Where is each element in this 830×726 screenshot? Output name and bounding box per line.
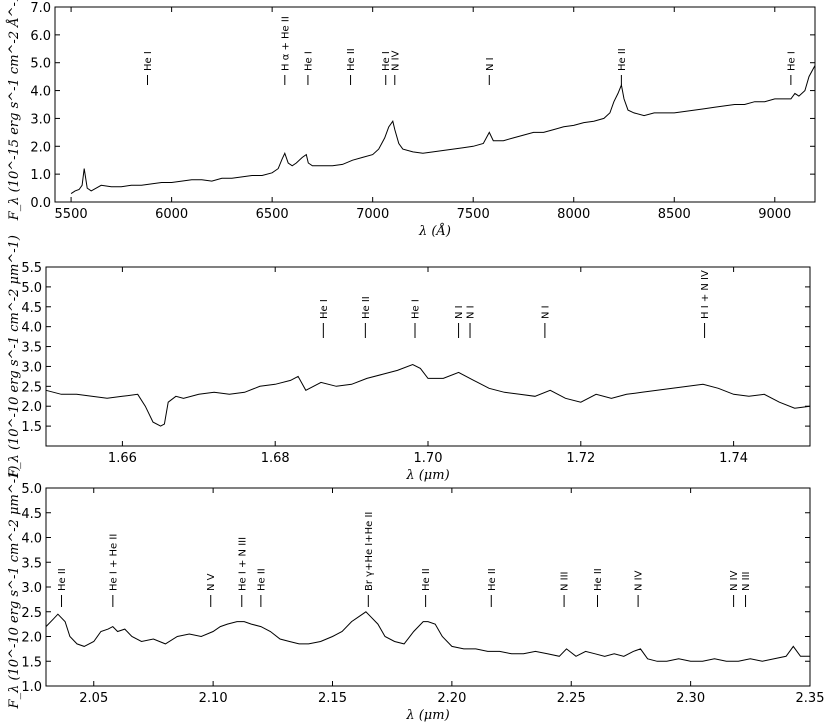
y-axis-label: F_λ (10^-10 erg s^-1 cm^-2 μm^-1) [7, 235, 22, 479]
line-id-label: He I [381, 51, 392, 71]
line-id-label: N IV [634, 570, 645, 591]
y-tick-label: 3.5 [21, 341, 42, 356]
y-tick-label: 5.0 [30, 57, 51, 72]
x-tick-label: 2.15 [318, 691, 347, 706]
line-id-label: He II [346, 48, 357, 71]
line-id-label: He I [319, 299, 330, 319]
line-id-label: Br γ+He I+He II [364, 512, 375, 591]
x-tick-label: 7500 [457, 207, 490, 222]
line-id-label: He II [256, 568, 267, 591]
y-tick-label: 4.0 [21, 321, 42, 336]
chart-panel-1: 5500 6000 6500 7000 7500 8000 8500 9000 0.0 1.0 2.… [6, 0, 816, 239]
y-tick-label: 1.0 [30, 168, 51, 183]
y-axis-label: F_λ (10^-15 erg s^-1 cm^-2 Å^-1) [6, 0, 22, 221]
y-tick-label: 2.5 [21, 380, 42, 395]
y-tick-label: 5.0 [21, 482, 42, 497]
line-id-label: N I [540, 305, 551, 319]
chart-panel-3: 2.05 2.10 2.15 2.20 2.25 2.30 2.35 1.0 1.5 2.0 2.5… [7, 466, 824, 723]
x-tick-label: 7000 [356, 207, 389, 222]
y-tick-label: 1.5 [21, 420, 42, 435]
line-id-label: He II [57, 568, 68, 591]
line-id-label: He II [593, 568, 604, 591]
y-tick-label: 3.0 [21, 581, 42, 596]
chart-panel-2: 1.66 1.68 1.70 1.72 1.74 1.5 2.0 2.5 3.0 3.5 4.0 4.… [7, 235, 811, 483]
y-tick-label: 4.0 [30, 85, 51, 100]
line-id-label: N IV [729, 570, 740, 591]
line-id-label: N I [466, 305, 477, 319]
x-tick-label: 1.74 [719, 451, 748, 466]
spectrum-line [45, 363, 811, 427]
x-axis-label: λ (Å) [418, 223, 451, 239]
x-tick-label: 1.66 [108, 451, 137, 466]
line-id-label: N III [560, 571, 571, 591]
y-axis-label: F_λ (10^-10 erg s^-1 cm^-2 μm^-1) [7, 466, 22, 710]
line-id-label: He II [617, 48, 628, 71]
x-tick-label: 2.20 [437, 691, 466, 706]
y-tick-label: 3.5 [21, 556, 42, 571]
y-tick-label: 2.0 [21, 631, 42, 646]
x-axis-label: λ (μm) [405, 468, 449, 483]
line-id-label: He II [421, 568, 432, 591]
y-tick-label: 1.0 [21, 680, 42, 695]
line-id-label: He I [303, 51, 314, 71]
line-id-label: He I [411, 299, 422, 319]
x-tick-label: 2.05 [79, 691, 108, 706]
spectrum-line [45, 611, 810, 662]
y-tick-label: 2.0 [30, 140, 51, 155]
line-id-label: N III [741, 571, 752, 591]
x-tick-label: 5500 [55, 207, 88, 222]
x-tick-label: 8500 [658, 207, 691, 222]
line-id-label: N IV [390, 50, 401, 71]
line-id-label: He II [487, 568, 498, 591]
y-tick-label: 4.0 [21, 532, 42, 547]
y-tick-label: 3.0 [21, 360, 42, 375]
line-id-label: N V [206, 573, 217, 591]
line-id-label: N I [454, 305, 465, 319]
plot-frame [54, 6, 816, 203]
line-id-label: H α + He II [280, 16, 291, 71]
line-id-label: He I [786, 51, 797, 71]
spectrum-line [70, 65, 816, 195]
y-tick-label: 1.5 [21, 655, 42, 670]
line-id-label: He I + He II [108, 534, 119, 591]
x-tick-label: 9000 [758, 207, 791, 222]
x-tick-label: 2.30 [676, 691, 705, 706]
x-tick-label: 8000 [557, 207, 590, 222]
y-tick-label: 2.5 [21, 606, 42, 621]
x-axis-label: λ (μm) [405, 708, 449, 723]
line-id-label: He I + N III [237, 537, 248, 591]
x-tick-label: 2.10 [199, 691, 228, 706]
x-tick-label: 1.70 [414, 451, 443, 466]
y-tick-label: 2.0 [21, 400, 42, 415]
y-tick-label: 3.0 [30, 112, 51, 127]
x-tick-label: 6500 [256, 207, 289, 222]
plot-frame [45, 266, 811, 447]
y-tick-label: 5.5 [21, 261, 42, 276]
x-tick-label: 1.68 [261, 451, 290, 466]
x-tick-label: 2.25 [557, 691, 586, 706]
line-id-label: He I [143, 51, 154, 71]
y-tick-label: 4.5 [21, 301, 42, 316]
y-tick-label: 6.0 [30, 29, 51, 44]
x-tick-label: 2.35 [796, 691, 825, 706]
y-tick-label: 4.5 [21, 507, 42, 522]
y-tick-label: 5.0 [21, 281, 42, 296]
x-tick-label: 1.72 [566, 451, 595, 466]
line-id-label: N I [485, 57, 496, 71]
line-id-label: He II [361, 296, 372, 319]
line-id-label: H I + N IV [700, 270, 711, 319]
x-tick-label: 6000 [155, 207, 188, 222]
y-tick-label: 7.0 [30, 1, 51, 16]
y-tick-label: 0.0 [30, 196, 51, 211]
